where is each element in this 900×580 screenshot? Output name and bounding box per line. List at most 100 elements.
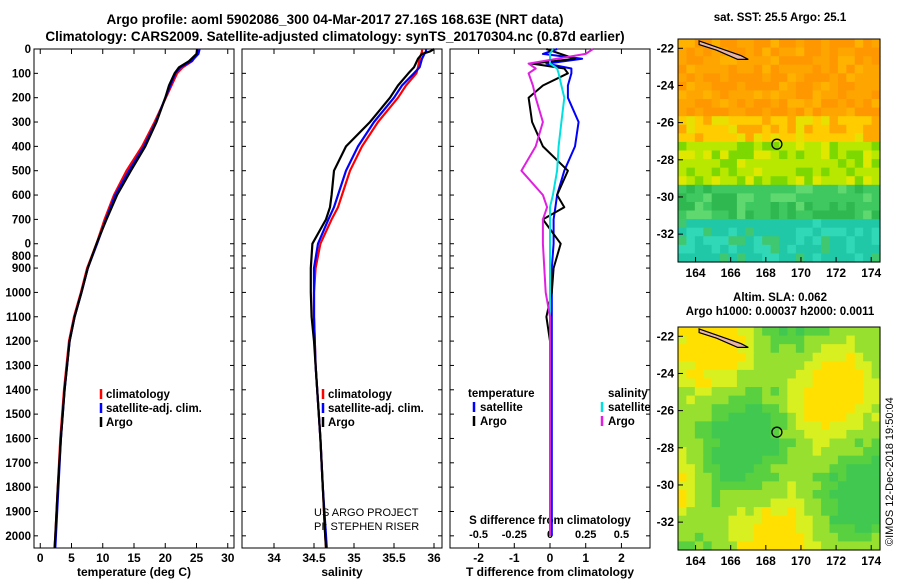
map-cell — [779, 541, 789, 551]
map-cell — [829, 99, 839, 109]
map-cell — [787, 210, 797, 220]
map-cell — [770, 378, 780, 388]
map-cell — [753, 193, 763, 203]
figure-title-line2: Climatology: CARS2009. Satellite-adjuste… — [45, 29, 625, 44]
map-cell — [812, 387, 822, 397]
map-cell — [678, 253, 688, 263]
map-cell — [762, 361, 772, 371]
map-cell — [829, 429, 839, 440]
map-cell — [804, 39, 814, 49]
map-cell — [686, 141, 696, 152]
plot-frame-temperature — [33, 48, 235, 549]
map-cell — [753, 133, 763, 143]
map-cell — [711, 489, 721, 500]
map-cell — [736, 99, 746, 109]
map-cell — [728, 176, 738, 186]
map-cell — [736, 81, 746, 92]
map-cell — [720, 489, 730, 500]
map-cell — [736, 361, 746, 371]
map-cell — [837, 159, 847, 169]
map-cell — [745, 498, 755, 508]
map-cell — [863, 481, 873, 491]
map-cell — [863, 184, 873, 194]
map-cell — [795, 107, 805, 117]
map-cell — [736, 532, 746, 543]
map-cell — [678, 395, 688, 405]
map-cell — [795, 352, 805, 362]
map-cell — [728, 395, 738, 405]
map-cell — [829, 541, 839, 551]
map-y-tick-label: -22 — [657, 41, 675, 55]
map-cell — [804, 176, 814, 186]
map-cell — [762, 150, 772, 160]
map-cell — [703, 344, 713, 354]
map-cell — [711, 507, 721, 517]
map-cell — [787, 107, 797, 117]
map-cell — [795, 498, 805, 508]
map-cell — [854, 219, 864, 229]
map-cell — [678, 150, 688, 160]
map-cell — [762, 244, 772, 255]
map-cell — [728, 327, 738, 337]
map-cell — [762, 369, 772, 380]
map-cell — [871, 378, 881, 388]
map-cell — [678, 201, 688, 212]
map-cell — [686, 39, 696, 49]
map-cell — [812, 507, 822, 517]
map-cell — [846, 73, 856, 83]
map-cell — [863, 387, 873, 397]
map-cell — [745, 541, 755, 551]
map-cell — [779, 515, 789, 525]
map-cell — [686, 210, 696, 220]
legend-sal-argo: Argo — [608, 416, 635, 428]
map-cell — [821, 387, 831, 397]
map-cell — [678, 404, 688, 414]
map-cell — [804, 472, 814, 482]
map-cell — [812, 73, 822, 83]
map-cell — [795, 464, 805, 474]
map-cell — [711, 73, 721, 83]
map-cell — [703, 455, 713, 465]
map-cell — [871, 193, 881, 203]
map-cell — [787, 201, 797, 212]
map-cell — [694, 236, 704, 246]
map-cell — [787, 90, 797, 100]
map-cell — [821, 327, 831, 337]
x-tick-label: 34.5 — [302, 551, 326, 565]
map-cell — [787, 352, 797, 362]
map-cell — [711, 438, 721, 448]
map-y-tick-label: -28 — [657, 441, 675, 455]
map-cell — [804, 387, 814, 397]
map-cell — [703, 210, 713, 220]
map-y-tick-label: -24 — [657, 78, 675, 92]
map-cell — [863, 489, 873, 500]
map-cell — [854, 124, 864, 134]
map-cell — [678, 455, 688, 465]
map-cell — [770, 167, 780, 177]
y-tick-label: 1100 — [6, 312, 31, 324]
map-cell — [711, 369, 721, 380]
map-cell — [829, 81, 839, 92]
map-cell — [703, 361, 713, 371]
map-cell — [753, 412, 763, 422]
map-cell — [686, 421, 696, 431]
map-cell — [694, 167, 704, 177]
map-cell — [804, 210, 814, 220]
map-cell — [770, 472, 780, 482]
map-cell — [795, 201, 805, 212]
map-cell — [871, 387, 881, 397]
map-cell — [779, 244, 789, 255]
map-cell — [736, 167, 746, 177]
map-cell — [694, 81, 704, 92]
map-cell — [846, 141, 856, 152]
map-cell — [779, 141, 789, 152]
map-cell — [871, 73, 881, 83]
map-cell — [694, 64, 704, 74]
map-cell — [711, 421, 721, 431]
map-cell — [863, 421, 873, 431]
map-cell — [686, 541, 696, 551]
map-cell — [736, 116, 746, 126]
map-cell — [762, 90, 772, 100]
map-cell — [795, 524, 805, 534]
map-cell — [871, 227, 881, 237]
